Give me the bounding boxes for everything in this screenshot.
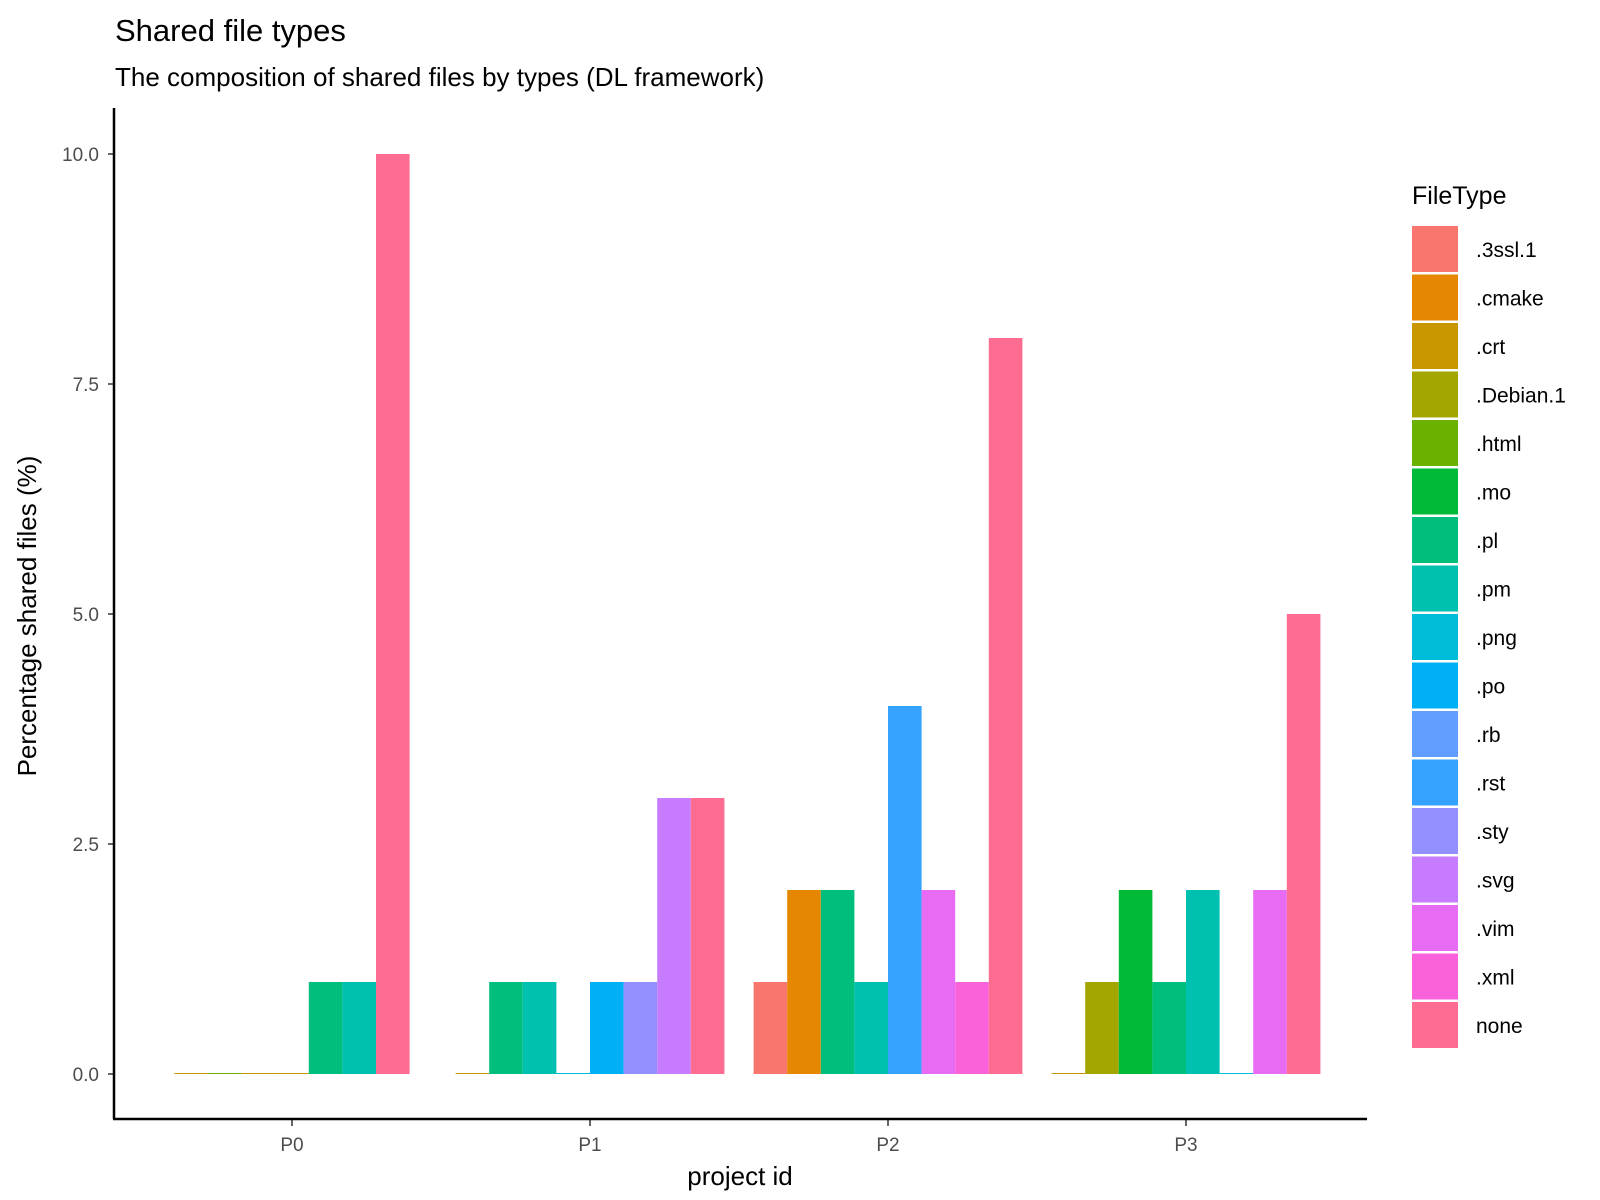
bar-p1-po xyxy=(590,982,624,1074)
y-tick-label: 2.5 xyxy=(73,835,99,856)
bar-p2-rst xyxy=(888,706,922,1074)
legend-label-sty: .sty xyxy=(1476,821,1509,844)
bar-p3-vim xyxy=(1253,890,1287,1074)
legend-label-cmake: .cmake xyxy=(1476,288,1544,311)
bar-p3-none xyxy=(1286,614,1321,1074)
bar-p2-vim xyxy=(921,890,956,1074)
legend-label-none: none xyxy=(1476,1015,1523,1038)
bar-p0-crt xyxy=(241,1073,276,1074)
legend-key-cmake xyxy=(1412,274,1458,321)
legend-label-pl: .pl xyxy=(1476,530,1498,553)
legend-label-xml: .xml xyxy=(1476,967,1515,990)
bar-p1-pl xyxy=(489,982,523,1074)
bar-p3-pl xyxy=(1152,982,1186,1074)
legend-key-debian-1 xyxy=(1412,371,1458,418)
bar-p1-png xyxy=(556,1073,590,1074)
bar-p0-crt xyxy=(275,1073,309,1074)
bar-p0-pm xyxy=(342,982,376,1074)
legend-key-crt xyxy=(1412,323,1458,369)
legend-key-xml xyxy=(1412,953,1458,1000)
x-tick-label-p2: P2 xyxy=(876,1135,899,1156)
bar-p3-debian-1 xyxy=(1085,982,1119,1074)
bar-p1-pm xyxy=(522,982,557,1074)
chart-subtitle: The composition of shared files by types… xyxy=(115,62,764,92)
bar-p1-none xyxy=(690,798,725,1074)
legend-label-crt: .crt xyxy=(1476,336,1505,359)
legend: FileType .3ssl.1 .cmake .crt .Debian.1 .html… xyxy=(1412,182,1566,1048)
legend-key-sty xyxy=(1412,808,1458,854)
legend-label-html: .html xyxy=(1476,433,1522,456)
legend-label-mo: .mo xyxy=(1476,482,1511,505)
y-ticks: 0.0 2.5 5.0 7.5 10.0 xyxy=(62,145,114,1086)
bar-p0-crt xyxy=(174,1073,208,1074)
y-tick-label: 5.0 xyxy=(73,605,99,626)
legend-label-rst: .rst xyxy=(1476,773,1505,796)
bar-p1-crt xyxy=(455,1073,490,1074)
bar-p3-png xyxy=(1219,1073,1254,1074)
legend-key-html xyxy=(1412,420,1458,466)
legend-label-png: .png xyxy=(1476,627,1517,650)
legend-label-rb: .rb xyxy=(1476,724,1501,747)
x-tick-label-p3: P3 xyxy=(1174,1135,1197,1156)
legend-key-mo xyxy=(1412,468,1458,515)
bar-p2-cmake xyxy=(787,890,821,1074)
legend-label-po: .po xyxy=(1476,676,1505,699)
x-axis-title: project id xyxy=(687,1161,793,1191)
bar-p0-pl xyxy=(308,982,343,1074)
bar-p1-svg xyxy=(657,798,691,1074)
legend-label-svg: .svg xyxy=(1476,870,1515,893)
y-tick-label: 10.0 xyxy=(62,145,99,166)
bar-p0-html xyxy=(208,1073,242,1074)
bar-p2-xml xyxy=(955,982,989,1074)
bar-p0-none xyxy=(376,154,410,1074)
legend-label-debian-1: .Debian.1 xyxy=(1476,385,1566,408)
legend-label-pm: .pm xyxy=(1476,579,1511,602)
legend-key-po xyxy=(1412,662,1458,709)
bar-p3-mo xyxy=(1118,890,1153,1074)
y-tick-label: 0.0 xyxy=(73,1065,99,1086)
legend-label-vim: .vim xyxy=(1476,918,1515,941)
legend-key-pl xyxy=(1412,517,1458,563)
x-ticks: P0 P1 P2 P3 xyxy=(280,1119,1198,1156)
legend-title: FileType xyxy=(1412,182,1506,210)
chart-title: Shared file types xyxy=(115,13,346,48)
bar-p2-pl xyxy=(820,890,855,1074)
bar-p2-pm xyxy=(854,982,888,1074)
legend-key-3ssl-1 xyxy=(1412,226,1458,272)
x-tick-label-p0: P0 xyxy=(280,1135,303,1156)
bars-layer xyxy=(174,154,1321,1074)
bar-p2-none xyxy=(988,338,1023,1074)
legend-key-none xyxy=(1412,1002,1458,1048)
x-tick-label-p1: P1 xyxy=(578,1135,601,1156)
legend-label-3ssl-1: .3ssl.1 xyxy=(1476,239,1537,262)
legend-key-rst xyxy=(1412,759,1458,806)
y-tick-label: 7.5 xyxy=(73,375,99,396)
bar-p3-pm xyxy=(1186,890,1220,1074)
y-axis-title: Percentage shared files (%) xyxy=(12,456,42,777)
legend-key-png xyxy=(1412,614,1458,660)
legend-key-pm xyxy=(1412,565,1458,612)
legend-key-svg xyxy=(1412,856,1458,903)
bar-p2-3ssl-1 xyxy=(753,982,788,1074)
legend-key-rb xyxy=(1412,711,1458,757)
legend-key-vim xyxy=(1412,905,1458,951)
bar-p3-crt xyxy=(1051,1073,1086,1074)
bar-p1-sty xyxy=(623,982,658,1074)
